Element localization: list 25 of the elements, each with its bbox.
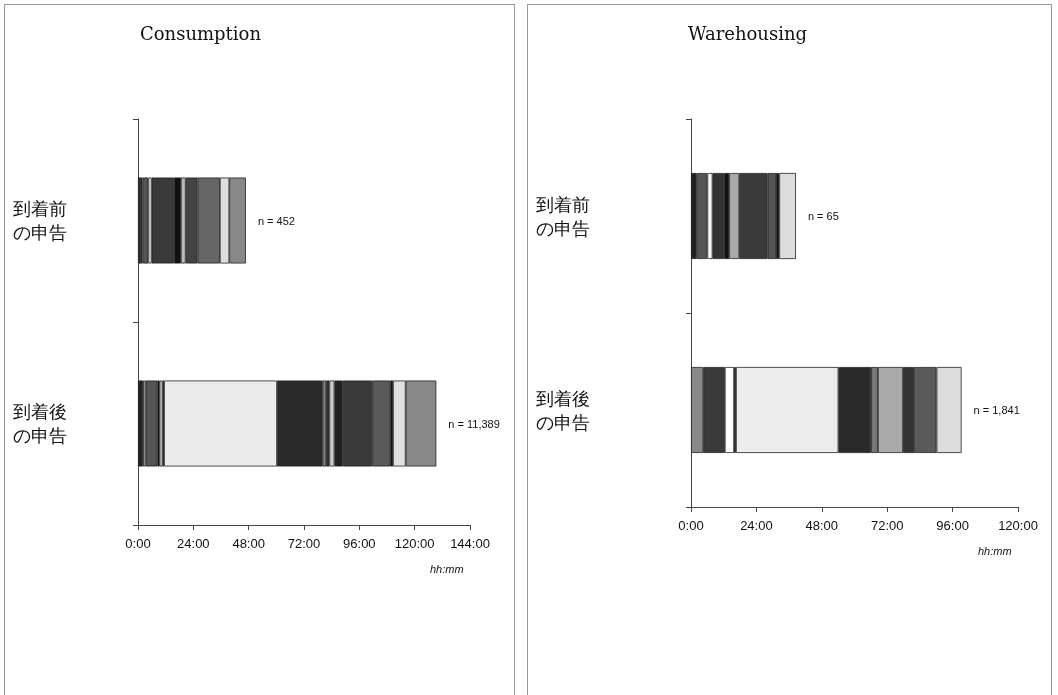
annotation: n = 1,841 bbox=[973, 404, 1020, 416]
x-axis-title: hh:mm bbox=[978, 544, 1012, 557]
x-tick-label: 0:00 bbox=[678, 518, 704, 533]
x-tick-label: 96:00 bbox=[343, 536, 376, 551]
x-axis-title: hh:mm bbox=[430, 562, 464, 575]
x-tick-label: 48:00 bbox=[805, 518, 839, 533]
y-tick-label: 到着後の申告 bbox=[536, 387, 590, 433]
x-tick-label: 72:00 bbox=[287, 536, 321, 551]
y-tick-label: 到着後の申告 bbox=[13, 401, 67, 446]
x-tick-label: 48:00 bbox=[232, 536, 265, 551]
chart-title: Warehousing bbox=[688, 22, 808, 44]
x-tick-label: 72:00 bbox=[870, 518, 904, 533]
chart-title: Consumption bbox=[140, 22, 262, 44]
x-tick-label: 24:00 bbox=[177, 536, 210, 551]
annotation: n = 452 bbox=[257, 214, 295, 227]
y-tick-label: 到着前の申告 bbox=[13, 198, 67, 243]
x-tick-label: 96:00 bbox=[936, 518, 969, 533]
y-tick-label: 到着前の申告 bbox=[536, 193, 590, 239]
annotation: n = 65 bbox=[807, 210, 839, 222]
x-tick-label: 24:00 bbox=[740, 518, 773, 533]
x-tick-label: 0:00 bbox=[125, 536, 151, 551]
x-tick-label: 120:00 bbox=[394, 536, 435, 551]
annotation: n = 11,389 bbox=[448, 417, 500, 430]
x-tick-label: 120:00 bbox=[998, 518, 1038, 533]
x-tick-label: 144:00 bbox=[450, 536, 490, 551]
